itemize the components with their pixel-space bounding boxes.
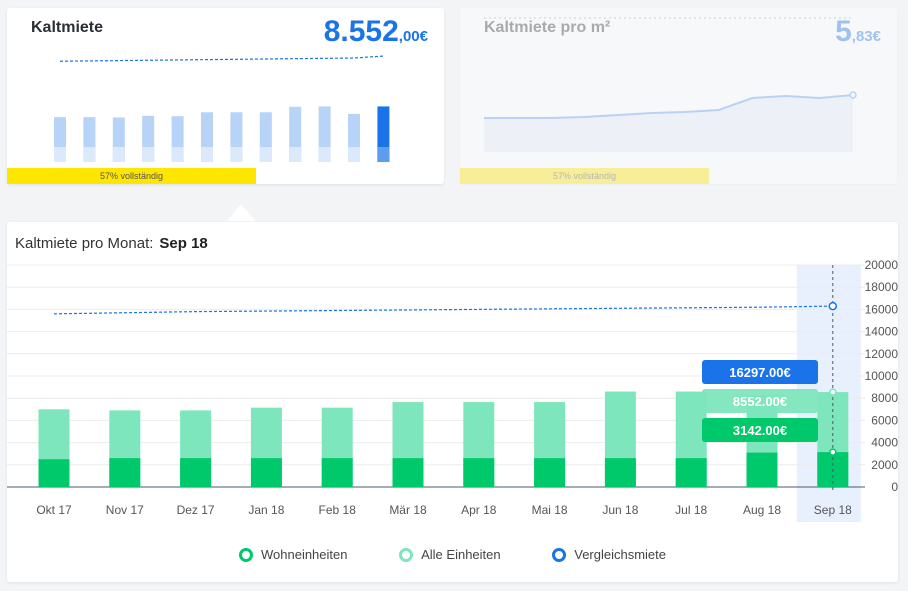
line-vergleichsmiete <box>53 305 833 315</box>
kaltmiete-pro-m2-card-title: Kaltmiete pro m² <box>484 19 611 36</box>
kaltmiete-card-value: 8.552,00€ <box>324 15 428 49</box>
kaltmiete-pro-m2-value-main: 5 <box>835 15 852 48</box>
y-tick-label: 4000 <box>871 436 898 450</box>
bar-wohneinheiten <box>746 452 778 487</box>
y-tick-label: 2000 <box>871 458 898 472</box>
kaltmiete-sparkline <box>54 55 390 162</box>
y-tick-label: 0 <box>891 480 898 494</box>
kaltmiete-pro-m2-progress-label: 57% vollständig <box>553 171 617 181</box>
spark-bar-base <box>259 147 272 162</box>
y-tick-label: 12000 <box>865 347 898 361</box>
y-tick-label: 6000 <box>871 413 898 427</box>
chart-title: Kaltmiete pro Monat: Sep 18 <box>15 235 208 252</box>
legend-label-vergleichsmiete: Vergleichsmiete <box>574 547 667 562</box>
kaltmiete-progress-label: 57% vollständig <box>100 171 164 181</box>
kaltmiete-progress-bar: 57% vollständig <box>7 168 257 184</box>
bar-wohneinheiten <box>534 458 566 487</box>
legend-label-wohneinheiten: Wohneinheiten <box>260 547 348 562</box>
legend-marker-vergleichsmiete <box>552 548 567 562</box>
spark-bar-base <box>201 147 213 162</box>
bar-wohneinheiten <box>675 458 707 487</box>
legend-marker-wohneinheiten <box>238 548 253 562</box>
tooltip-wohneinheiten-box <box>702 418 818 442</box>
spark-bar-base <box>142 147 155 162</box>
legend-item-vergleichsmiete[interactable]: Vergleichsmiete <box>552 547 666 562</box>
tooltip-alle-einheiten-text: 8552.00€ <box>733 394 787 409</box>
x-tick-label: Mai 18 <box>532 503 568 517</box>
tooltip-wohneinheiten-text: 3142.00€ <box>733 423 787 438</box>
x-tick-label: Jul 18 <box>675 503 707 517</box>
kaltmiete-card[interactable]: Kaltmiete 8.552,00€ 57% vollständig <box>7 8 444 184</box>
x-tick-label: Okt 17 <box>36 503 72 517</box>
chart-title-label: Kaltmiete pro Monat: <box>15 235 154 252</box>
tooltip-alle-einheiten-box <box>702 389 818 413</box>
bar-wohneinheiten <box>321 458 353 487</box>
legend-label-alle-einheiten: Alle Einheiten <box>421 547 501 562</box>
x-tick-label: Jun 18 <box>602 503 638 517</box>
x-tick-label: Dez 17 <box>177 503 215 517</box>
spark-bar-base <box>377 147 390 162</box>
point-alle-einheiten-selected <box>829 388 837 396</box>
spark-line-vergleichsmiete <box>59 55 384 62</box>
tooltip-vergleichsmiete-box <box>702 360 818 384</box>
legend-item-alle-einheiten[interactable]: Alle Einheiten <box>399 547 501 562</box>
kaltmiete-pro-m2-value-decimals: ,83€ <box>851 28 881 45</box>
bar-wohneinheiten <box>604 458 636 487</box>
bar-wohneinheiten <box>38 459 70 487</box>
chart-title-period: Sep 18 <box>159 235 208 252</box>
point-wohneinheiten-selected <box>829 448 837 456</box>
kaltmiete-pro-m2-progress-bar: 57% vollständig <box>460 168 710 184</box>
selected-card-pointer <box>227 204 255 221</box>
spark2-line <box>484 94 854 119</box>
x-tick-label: Aug 18 <box>743 503 781 517</box>
bar-wohneinheiten <box>109 458 141 487</box>
kaltmiete-value-main: 8.552 <box>323 15 399 48</box>
spark2-end-point <box>849 91 857 99</box>
kaltmiete-value-decimals: ,00€ <box>398 28 428 45</box>
tooltip-vergleichsmiete-text: 16297.00€ <box>729 365 790 380</box>
y-tick-label: 10000 <box>865 369 898 383</box>
monthly-rent-chart[interactable]: 0 2000 4000 6000 8000 10000 12000 14000 16000 180… <box>7 222 898 522</box>
spark-bar-base <box>112 147 125 162</box>
kaltmiete-pro-m2-sparkline <box>484 17 857 152</box>
spark-bar-base <box>171 147 184 162</box>
legend-item-wohneinheiten[interactable]: Wohneinheiten <box>238 547 348 562</box>
y-tick-label: 14000 <box>865 325 898 339</box>
bar-wohneinheiten <box>180 458 212 487</box>
legend-marker-alle-einheiten <box>399 548 414 562</box>
y-tick-label: 8000 <box>871 391 898 405</box>
kaltmiete-card-title: Kaltmiete <box>31 19 104 36</box>
kaltmiete-pro-m2-card-value: 5,83€ <box>835 15 881 49</box>
y-tick-label: 20000 <box>865 258 898 272</box>
bar-wohneinheiten <box>463 458 495 487</box>
y-tick-label: 16000 <box>865 302 898 316</box>
spark-bar-base <box>83 147 96 162</box>
x-tick-label: Nov 17 <box>106 503 144 517</box>
x-tick-label: Sep 18 <box>814 503 852 517</box>
spark-bar-base <box>348 147 360 162</box>
spark-bar-base <box>289 147 302 162</box>
chart-legend: Wohneinheiten Alle Einheiten Vergleichsm… <box>7 547 898 562</box>
spark-bar-base <box>54 147 66 162</box>
x-tick-label: Feb 18 <box>319 503 357 517</box>
bar-wohneinheiten <box>392 458 424 487</box>
spark2-area <box>484 95 853 152</box>
point-vergleichsmiete-selected <box>828 301 838 311</box>
x-tick-label: Apr 18 <box>461 503 497 517</box>
kaltmiete-pro-m2-card[interactable]: Kaltmiete pro m² 5,83€ 57% vollständig <box>460 8 897 184</box>
x-tick-label: Jan 18 <box>248 503 284 517</box>
bar-wohneinheiten <box>250 458 282 487</box>
y-tick-label: 18000 <box>865 280 898 294</box>
spark-bar-base <box>230 147 243 162</box>
spark-bar-base <box>318 147 331 162</box>
kaltmiete-pro-monat-panel: 0 2000 4000 6000 8000 10000 12000 14000 16000 180… <box>7 222 898 582</box>
x-tick-label: Mär 18 <box>389 503 427 517</box>
